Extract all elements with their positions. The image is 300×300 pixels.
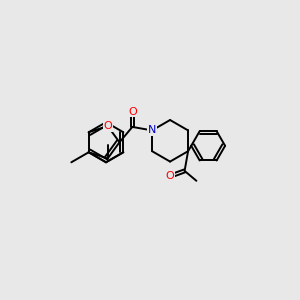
Text: O: O [166,171,175,181]
Text: O: O [128,106,137,116]
Text: N: N [148,125,156,135]
Text: O: O [103,121,112,131]
